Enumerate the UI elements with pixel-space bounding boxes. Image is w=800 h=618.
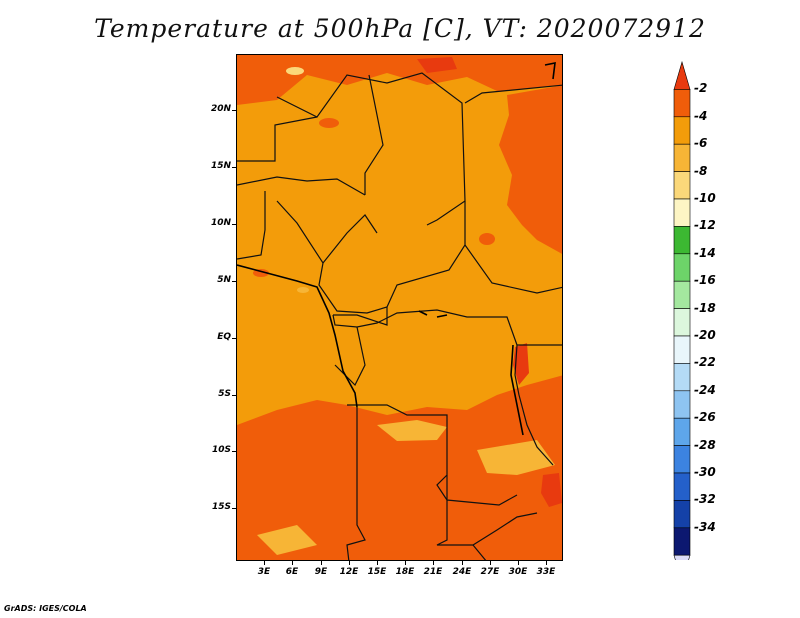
- lat-label-5n: 5N: [217, 275, 231, 285]
- lon-label-27e: 27E: [480, 567, 500, 577]
- lon-label-9e: 9E: [314, 567, 328, 577]
- colorbar-label: -6: [694, 136, 708, 151]
- lat-tick: [232, 110, 236, 111]
- colorbar-segment: [673, 527, 691, 556]
- colorbar-label: -24: [694, 382, 716, 397]
- colorbar-segment: [673, 89, 691, 118]
- lon-label-6e: 6E: [285, 567, 299, 577]
- lon-tick: [518, 561, 519, 565]
- colorbar-bottom-arrow: [673, 554, 691, 560]
- field-red-southeast: [541, 473, 562, 507]
- colorbar-segment: [673, 500, 691, 529]
- lon-tick: [321, 561, 322, 565]
- colorbar-segment: [673, 280, 691, 309]
- field-south-patch: [377, 420, 447, 441]
- lat-label-20n: 20N: [210, 104, 231, 114]
- lon-label-21e: 21E: [423, 567, 443, 577]
- map-plot-area: [236, 54, 563, 561]
- field-pale-spot: [286, 67, 304, 75]
- lat-tick: [232, 508, 236, 509]
- colorbar-segment: [673, 308, 691, 337]
- colorbar-label: -8: [694, 163, 708, 178]
- lat-label-10s: 10S: [211, 445, 231, 455]
- colorbar-segment: [673, 335, 691, 364]
- lat-tick: [232, 395, 236, 396]
- colorbar-label: -4: [694, 108, 708, 123]
- grads-credit: GrADS: IGES/COLA: [4, 604, 87, 613]
- lon-tick: [490, 561, 491, 565]
- colorbar-label: -12: [694, 218, 716, 233]
- colorbar-segment: [673, 253, 691, 282]
- lat-label-5s: 5S: [218, 389, 231, 399]
- lat-label-10n: 10N: [210, 218, 231, 228]
- lon-tick: [546, 561, 547, 565]
- colorbar-segment: [673, 390, 691, 419]
- coastlines: [237, 61, 556, 436]
- colorbar-segment: [673, 445, 691, 474]
- colorbar-segment: [673, 171, 691, 200]
- lat-tick: [232, 224, 236, 225]
- colorbar-label: -2: [694, 81, 708, 96]
- lon-label-24e: 24E: [452, 567, 472, 577]
- lat-tick: [232, 281, 236, 282]
- field-speckle-1: [319, 118, 339, 128]
- lon-tick: [292, 561, 293, 565]
- lon-tick: [377, 561, 378, 565]
- lat-tick: [232, 167, 236, 168]
- colorbar-segment: [673, 198, 691, 227]
- map-title: Temperature at 500hPa [C], VT: 202007291…: [94, 14, 706, 43]
- field-speckle-4: [297, 287, 309, 293]
- field-east-patch: [477, 440, 555, 475]
- lon-tick: [405, 561, 406, 565]
- colorbar-label: -20: [694, 328, 716, 342]
- colorbar-label: -18: [694, 300, 716, 315]
- colorbar-label: -26: [694, 410, 716, 425]
- colorbar-label: -32: [694, 492, 716, 507]
- lon-label-3e: 3E: [257, 567, 271, 577]
- field-north-band: [237, 55, 562, 105]
- colorbar-label: -34: [694, 519, 716, 534]
- lon-tick: [433, 561, 434, 565]
- field-red-north: [417, 57, 457, 73]
- colorbar: [673, 60, 691, 560]
- colorbar-segment: [673, 472, 691, 501]
- colorbar-top-arrow: [673, 60, 691, 90]
- colorbar-label: -14: [694, 245, 716, 260]
- lat-tick: [232, 338, 236, 339]
- lon-label-18e: 18E: [395, 567, 415, 577]
- lon-label-33e: 33E: [536, 567, 556, 577]
- colorbar-label: -30: [694, 465, 716, 479]
- colorbar-segment: [673, 226, 691, 255]
- lat-label-15s: 15S: [211, 502, 231, 512]
- lat-tick: [232, 451, 236, 452]
- colorbar-segment: [673, 417, 691, 446]
- temperature-field-map: [237, 55, 562, 560]
- lat-label-eq: EQ: [217, 332, 231, 342]
- country-borders: [237, 72, 562, 560]
- lat-label-15n: 15N: [210, 161, 231, 171]
- field-speckle-2: [479, 233, 495, 245]
- field-east-warm: [499, 85, 562, 254]
- lon-label-30e: 30E: [508, 567, 528, 577]
- colorbar-segment: [673, 143, 691, 172]
- field-south-west-patch: [257, 525, 317, 555]
- lon-label-15e: 15E: [367, 567, 387, 577]
- colorbar-label: -16: [694, 273, 716, 288]
- field-south-warm: [237, 375, 562, 560]
- lon-tick: [462, 561, 463, 565]
- colorbar-label: -28: [694, 437, 716, 452]
- colorbar-segment: [673, 363, 691, 392]
- colorbar-segment: [673, 116, 691, 145]
- lon-tick: [264, 561, 265, 565]
- colorbar-label: -10: [694, 191, 716, 205]
- colorbar-label: -22: [694, 355, 716, 370]
- lon-label-12e: 12E: [339, 567, 359, 577]
- lon-tick: [349, 561, 350, 565]
